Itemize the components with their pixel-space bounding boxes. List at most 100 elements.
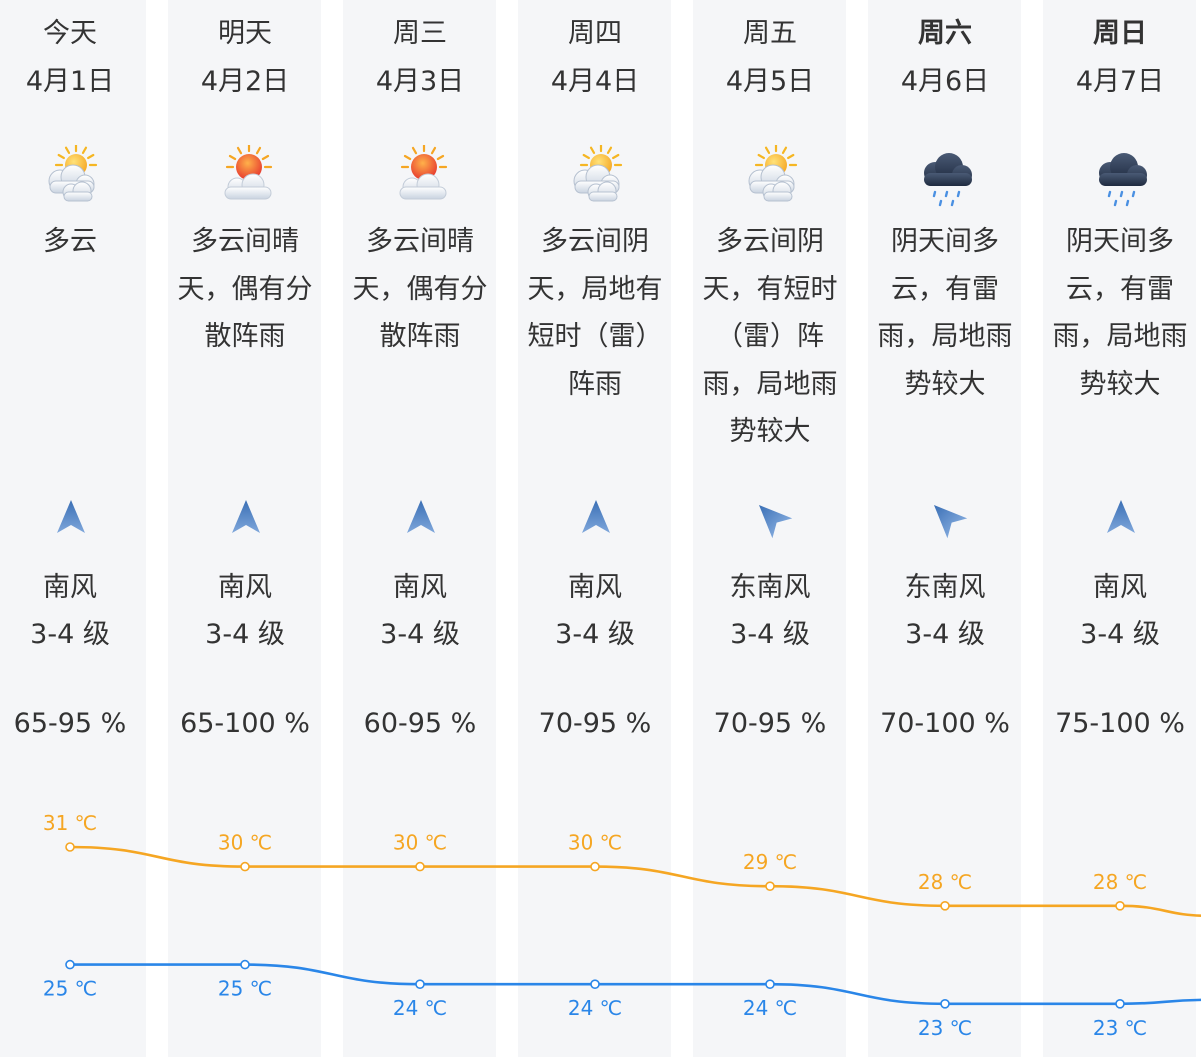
high-temp-label: 28 ℃ [1093, 870, 1147, 894]
sun-behind-cloud-icon [213, 143, 279, 207]
day-date: 4月2日 [200, 66, 290, 97]
high-temp-point [765, 881, 775, 892]
partly-cloudy-sun-icon [38, 143, 104, 207]
weather-description-line: 云，有雷 [1066, 273, 1174, 305]
wind-level: 3-4 级 [730, 619, 810, 650]
day-date: 4月4日 [550, 66, 640, 97]
low-temp-point [415, 979, 425, 990]
humidity-range: 65-100 % [180, 708, 310, 739]
humidity-range: 65-95 % [13, 708, 127, 739]
weather-description-line: 势较大 [729, 416, 811, 447]
wind-level: 3-4 级 [30, 619, 110, 650]
weather-description-line: 多云间晴 [191, 226, 299, 257]
humidity-range: 70-100 % [880, 708, 1010, 739]
high-temp-point [65, 842, 75, 852]
high-temp-label: 30 ℃ [568, 831, 622, 855]
low-temp-label: 25 ℃ [218, 977, 272, 1001]
day-name: 今天 [43, 18, 97, 49]
high-temp-point [415, 861, 425, 872]
weather-description-line: 雨，局地雨 [1052, 321, 1188, 352]
low-temp-point [240, 959, 250, 970]
wind-direction: 南风 [43, 572, 97, 603]
low-temp-point [590, 979, 600, 990]
wind-level: 3-4 级 [380, 619, 460, 650]
weather-description: 多云 [0, 218, 158, 266]
low-temp-label: 23 ℃ [918, 1016, 972, 1040]
weather-description-line: 阴天间多 [891, 226, 999, 257]
high-temp-label: 28 ℃ [918, 870, 972, 894]
day-name: 周三 [393, 18, 447, 49]
humidity-range: 75-100 % [1055, 708, 1185, 739]
partly-cloudy-sun-icon [563, 143, 629, 207]
day-name: 周日 [1093, 18, 1147, 49]
high-temp-label: 31 ℃ [43, 811, 97, 835]
weather-description-line: 势较大 [904, 368, 986, 400]
weather-description-line: 短时（雷） [527, 321, 663, 352]
low-temp-point [1115, 998, 1125, 1009]
rain-cloud-icon [913, 145, 979, 207]
wind-direction: 南风 [568, 572, 622, 603]
low-temp-label: 24 ℃ [743, 996, 797, 1020]
humidity-range: 70-95 % [538, 708, 652, 739]
weather-description: 多云间阴天，局地有短时（雷） 阵雨 [508, 218, 683, 408]
day-name: 周四 [568, 18, 622, 49]
low-temp-point [940, 998, 950, 1009]
north-arrow-icon [403, 497, 439, 537]
northwest-arrow-icon [744, 490, 798, 544]
low-temp-label: 24 ℃ [393, 996, 447, 1020]
low-temp-label: 25 ℃ [43, 977, 97, 1001]
weather-description-line: 天，偶有分 [352, 273, 488, 305]
low-temp-label: 24 ℃ [568, 996, 622, 1020]
low-temp-label: 23 ℃ [1093, 1016, 1147, 1040]
partly-cloudy-sun-icon [738, 143, 804, 207]
high-temp-point [1115, 900, 1125, 911]
low-temp-point [765, 979, 775, 990]
weather-description: 多云间晴 天，偶有分 散阵雨 [158, 218, 333, 361]
humidity-range: 70-95 % [713, 708, 827, 739]
wind-level: 3-4 级 [905, 619, 985, 650]
weather-description-line: 多云间阴 [716, 226, 824, 257]
day-date: 4月7日 [1075, 66, 1165, 97]
weather-description: 阴天间多 云，有雷 雨，局地雨 势较大 [1033, 218, 1201, 408]
high-temp-point [940, 900, 950, 911]
weather-description-line: 多云间阴 [541, 226, 649, 257]
day-date: 4月3日 [375, 66, 465, 97]
weather-description-line: 阴天间多 [1066, 226, 1174, 257]
weather-description-line: 雨，局地雨 [702, 368, 838, 400]
wind-direction: 南风 [218, 572, 272, 603]
wind-level: 3-4 级 [555, 619, 635, 650]
wind-direction: 南风 [1093, 572, 1147, 603]
high-temp-point [240, 861, 250, 872]
day-date: 4月1日 [25, 66, 115, 97]
low-temp-line [70, 963, 1201, 1006]
weather-description-line: 阵雨 [568, 368, 622, 400]
high-temp-line [69, 845, 1201, 917]
sun-behind-cloud-icon [388, 143, 454, 207]
rain-cloud-icon [1088, 145, 1154, 207]
wind-level: 3-4 级 [205, 619, 285, 650]
high-temp-label: 29 ℃ [743, 850, 797, 874]
weather-description-line: 天，有短时 [702, 273, 838, 305]
weather-description: 多云间阴天，有短时 （雷）阵雨，局地雨势较大 [683, 218, 858, 456]
weather-description-line: 多云间晴 [366, 226, 474, 257]
weather-description: 阴天间多 云，有雷 雨，局地雨 势较大 [858, 218, 1033, 408]
high-temp-label: 30 ℃ [218, 831, 272, 855]
day-date: 4月5日 [725, 66, 815, 97]
weather-description-line: （雷）阵 [716, 321, 824, 352]
wind-level: 3-4 级 [1080, 619, 1160, 650]
weather-description-line: 天，局地有 [527, 273, 663, 305]
high-temp-point [590, 861, 600, 872]
wind-direction: 南风 [393, 572, 447, 603]
north-arrow-icon [1103, 497, 1139, 537]
humidity-range: 60-95 % [363, 708, 477, 739]
weather-description-line: 多云 [43, 226, 97, 257]
weather-description-line: 雨，局地雨 [877, 321, 1013, 352]
weather-description-line: 散阵雨 [379, 321, 461, 352]
north-arrow-icon [228, 497, 264, 537]
day-name: 周五 [743, 18, 797, 49]
wind-direction: 东南风 [904, 572, 986, 603]
weather-description: 多云间晴天，偶有分散阵雨 [333, 218, 508, 361]
high-temp-label: 30 ℃ [393, 831, 447, 855]
north-arrow-icon [53, 497, 89, 537]
